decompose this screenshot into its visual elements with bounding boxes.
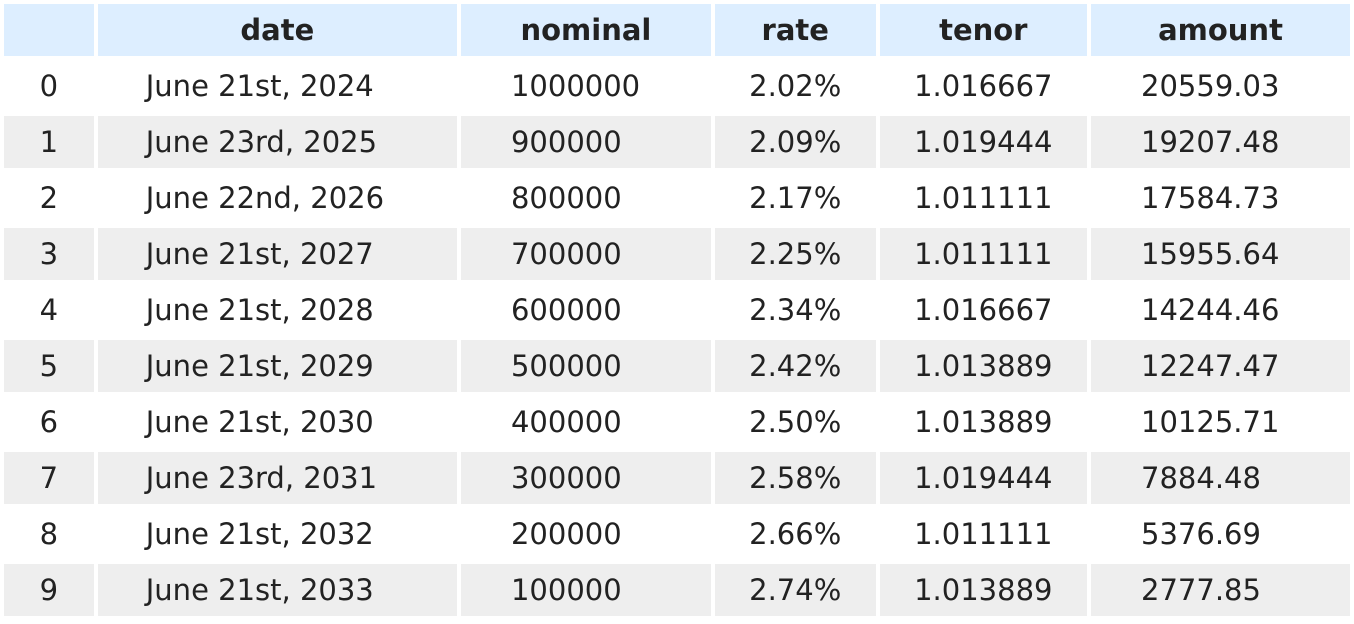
date-cell: June 21st, 2030 bbox=[97, 396, 457, 448]
row-index-cell: 9 bbox=[4, 564, 94, 616]
column-header-index bbox=[4, 4, 94, 56]
nominal-cell: 900000 bbox=[460, 116, 711, 168]
table-row: 1 June 23rd, 2025 900000 2.09% 1.019444 … bbox=[4, 116, 1350, 168]
row-index-cell: 0 bbox=[4, 60, 94, 112]
tenor-cell: 1.013889 bbox=[879, 396, 1088, 448]
row-index-cell: 1 bbox=[4, 116, 94, 168]
table-row: 5 June 21st, 2029 500000 2.42% 1.013889 … bbox=[4, 340, 1350, 392]
nominal-cell: 200000 bbox=[460, 508, 711, 560]
date-cell: June 21st, 2029 bbox=[97, 340, 457, 392]
table-header: date nominal rate tenor amount bbox=[4, 4, 1350, 56]
nominal-cell: 500000 bbox=[460, 340, 711, 392]
table-body: 0 June 21st, 2024 1000000 2.02% 1.016667… bbox=[4, 60, 1350, 616]
nominal-cell: 700000 bbox=[460, 228, 711, 280]
tenor-cell: 1.019444 bbox=[879, 452, 1088, 504]
tenor-cell: 1.011111 bbox=[879, 228, 1088, 280]
column-header-rate: rate bbox=[714, 4, 876, 56]
amount-cell: 19207.48 bbox=[1091, 116, 1350, 168]
tenor-cell: 1.011111 bbox=[879, 172, 1088, 224]
amount-cell: 2777.85 bbox=[1091, 564, 1350, 616]
column-header-amount: amount bbox=[1091, 4, 1350, 56]
table-row: 4 June 21st, 2028 600000 2.34% 1.016667 … bbox=[4, 284, 1350, 336]
row-index-cell: 4 bbox=[4, 284, 94, 336]
nominal-cell: 300000 bbox=[460, 452, 711, 504]
table-row: 9 June 21st, 2033 100000 2.74% 1.013889 … bbox=[4, 564, 1350, 616]
tenor-cell: 1.013889 bbox=[879, 564, 1088, 616]
rate-cell: 2.02% bbox=[714, 60, 876, 112]
date-cell: June 22nd, 2026 bbox=[97, 172, 457, 224]
column-header-date: date bbox=[97, 4, 457, 56]
table-row: 6 June 21st, 2030 400000 2.50% 1.013889 … bbox=[4, 396, 1350, 448]
rate-cell: 2.58% bbox=[714, 452, 876, 504]
table-row: 0 June 21st, 2024 1000000 2.02% 1.016667… bbox=[4, 60, 1350, 112]
nominal-cell: 1000000 bbox=[460, 60, 711, 112]
table-row: 8 June 21st, 2032 200000 2.66% 1.011111 … bbox=[4, 508, 1350, 560]
row-index-cell: 2 bbox=[4, 172, 94, 224]
tenor-cell: 1.011111 bbox=[879, 508, 1088, 560]
row-index-cell: 3 bbox=[4, 228, 94, 280]
rate-cell: 2.66% bbox=[714, 508, 876, 560]
rate-cell: 2.25% bbox=[714, 228, 876, 280]
column-header-tenor: tenor bbox=[879, 4, 1088, 56]
rate-cell: 2.50% bbox=[714, 396, 876, 448]
table-row: 7 June 23rd, 2031 300000 2.58% 1.019444 … bbox=[4, 452, 1350, 504]
tenor-cell: 1.013889 bbox=[879, 340, 1088, 392]
date-cell: June 21st, 2032 bbox=[97, 508, 457, 560]
header-row: date nominal rate tenor amount bbox=[4, 4, 1350, 56]
amount-cell: 10125.71 bbox=[1091, 396, 1350, 448]
row-index-cell: 6 bbox=[4, 396, 94, 448]
tenor-cell: 1.019444 bbox=[879, 116, 1088, 168]
date-cell: June 21st, 2027 bbox=[97, 228, 457, 280]
table-row: 2 June 22nd, 2026 800000 2.17% 1.011111 … bbox=[4, 172, 1350, 224]
nominal-cell: 400000 bbox=[460, 396, 711, 448]
nominal-cell: 600000 bbox=[460, 284, 711, 336]
row-index-cell: 8 bbox=[4, 508, 94, 560]
nominal-cell: 100000 bbox=[460, 564, 711, 616]
rate-cell: 2.74% bbox=[714, 564, 876, 616]
column-header-nominal: nominal bbox=[460, 4, 711, 56]
amount-cell: 7884.48 bbox=[1091, 452, 1350, 504]
rate-cell: 2.42% bbox=[714, 340, 876, 392]
nominal-cell: 800000 bbox=[460, 172, 711, 224]
date-cell: June 23rd, 2031 bbox=[97, 452, 457, 504]
date-cell: June 21st, 2033 bbox=[97, 564, 457, 616]
row-index-cell: 7 bbox=[4, 452, 94, 504]
rate-cell: 2.17% bbox=[714, 172, 876, 224]
tenor-cell: 1.016667 bbox=[879, 284, 1088, 336]
table-row: 3 June 21st, 2027 700000 2.25% 1.011111 … bbox=[4, 228, 1350, 280]
rate-cell: 2.09% bbox=[714, 116, 876, 168]
rate-cell: 2.34% bbox=[714, 284, 876, 336]
amount-cell: 20559.03 bbox=[1091, 60, 1350, 112]
row-index-cell: 5 bbox=[4, 340, 94, 392]
date-cell: June 23rd, 2025 bbox=[97, 116, 457, 168]
amount-cell: 5376.69 bbox=[1091, 508, 1350, 560]
amount-cell: 15955.64 bbox=[1091, 228, 1350, 280]
tenor-cell: 1.016667 bbox=[879, 60, 1088, 112]
amount-cell: 14244.46 bbox=[1091, 284, 1350, 336]
date-cell: June 21st, 2028 bbox=[97, 284, 457, 336]
amount-cell: 12247.47 bbox=[1091, 340, 1350, 392]
date-cell: June 21st, 2024 bbox=[97, 60, 457, 112]
amount-cell: 17584.73 bbox=[1091, 172, 1350, 224]
